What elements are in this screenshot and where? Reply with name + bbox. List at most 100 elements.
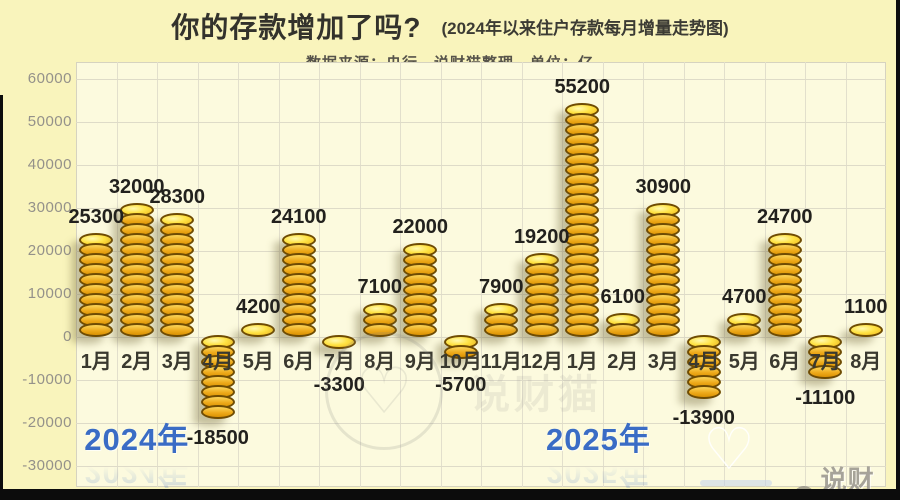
gold-coin [119, 323, 154, 337]
bar-2024-4月 [200, 335, 235, 419]
vertical-gridline [359, 62, 361, 487]
vertical-gridline [238, 62, 239, 487]
bar-2025-6月 [767, 233, 802, 337]
chart-subtitle: (2024年以来住户存款每月增量走势图) [441, 18, 729, 38]
x-axis-month-label: 9月 [404, 351, 436, 373]
gold-coin [484, 323, 519, 337]
x-axis-month-label: 4月 [688, 351, 720, 373]
value-label: 22000 [392, 216, 449, 238]
x-axis-month-label: 6月 [283, 351, 315, 373]
vertical-gridline [845, 62, 847, 487]
bar-2025-3月 [646, 203, 681, 337]
gold-coin [767, 323, 802, 337]
y-axis-tick-label: -30000 [22, 457, 72, 474]
bar-2024-9月 [403, 243, 438, 337]
gold-coin [686, 385, 721, 399]
bar-2024-5月 [241, 323, 276, 337]
year-label: 2025年 [545, 422, 651, 457]
x-axis-month-label: 7月 [323, 351, 355, 373]
bar-2024-2月 [119, 203, 154, 337]
year-annotation-2025年: 2025年 2025年 [545, 422, 651, 490]
value-label: -5700 [435, 374, 487, 396]
gold-coin [241, 323, 276, 337]
bar-2024-8月 [362, 303, 397, 337]
bar-2025-4月 [686, 335, 721, 399]
gold-coin [605, 323, 640, 337]
bar-2024-12月 [524, 253, 559, 337]
gold-coin [403, 323, 438, 337]
vertical-gridline [116, 62, 118, 487]
x-axis-month-label: 12月 [520, 351, 563, 373]
bar-2025-5月 [727, 313, 762, 337]
vertical-gridline [157, 62, 158, 487]
bar-2025-2月 [605, 313, 640, 337]
y-axis-tick-label: 20000 [27, 242, 72, 259]
bar-2024-1月 [79, 233, 114, 337]
letterbox-bottom [0, 489, 900, 500]
value-label: 55200 [554, 76, 611, 98]
vertical-gridline [602, 62, 604, 487]
value-label: 24100 [270, 206, 327, 228]
letterbox-left [0, 95, 3, 500]
vertical-gridline [724, 62, 725, 487]
bar-2025-1月 [565, 103, 600, 337]
page-title: 你的存款增加了吗? [171, 12, 422, 43]
horizontal-gridline [76, 423, 886, 424]
y-axis-tick-label: -10000 [22, 371, 72, 388]
bar-2024-3月 [160, 213, 195, 337]
value-label: -13900 [672, 407, 735, 429]
value-label: 19200 [513, 226, 570, 248]
value-label: 28300 [149, 186, 206, 208]
bar-2025-7月 [808, 335, 843, 379]
x-axis-month-label: 10月 [439, 351, 482, 373]
value-label: -11100 [795, 387, 856, 409]
horizontal-gridline [76, 251, 886, 252]
year-label-reflection: 2024年 [84, 455, 190, 490]
x-axis-month-label: 11月 [480, 351, 522, 373]
gold-coin [281, 323, 316, 337]
horizontal-gridline [76, 165, 886, 166]
x-axis-month-label: 2月 [607, 351, 639, 373]
horizontal-gridline [76, 466, 886, 467]
value-label: 30900 [635, 176, 692, 198]
x-axis-month-label: 8月 [364, 351, 396, 373]
value-label: -18500 [186, 427, 249, 449]
horizontal-gridline [76, 122, 886, 123]
value-label: 7100 [357, 276, 403, 298]
x-axis-month-label: 3月 [647, 351, 679, 373]
vertical-gridline [643, 62, 644, 487]
x-axis-month-label: 3月 [161, 351, 193, 373]
gold-coin [808, 365, 843, 379]
gold-coin [565, 323, 600, 337]
value-label: 4700 [722, 286, 767, 308]
bar-2024-11月 [484, 303, 519, 337]
gold-coin [362, 323, 397, 337]
x-axis-month-label: 6月 [769, 351, 801, 373]
horizontal-gridline [76, 208, 886, 209]
x-axis-month-label: 8月 [850, 351, 882, 373]
bar-2024-6月 [281, 233, 316, 337]
horizontal-gridline [76, 337, 886, 338]
horizontal-gridline [76, 79, 886, 80]
horizontal-gridline [76, 380, 886, 381]
y-axis-tick-label: -20000 [22, 414, 72, 431]
year-label-reflection: 2025年 [545, 455, 651, 490]
value-label: 4200 [236, 296, 281, 318]
letterbox-right [896, 0, 900, 500]
gold-coin [79, 323, 114, 337]
value-label: -3300 [313, 374, 365, 396]
year-annotation-2024年: 2024年 2024年 [84, 422, 190, 490]
chart-header: 你的存款增加了吗? (2024年以来住户存款每月增量走势图) [0, 6, 900, 46]
year-label: 2024年 [84, 422, 190, 457]
gold-coin [848, 323, 883, 337]
gold-coin [160, 323, 195, 337]
x-axis-month-label: 4月 [202, 351, 234, 373]
y-axis-tick-label: 10000 [27, 285, 72, 302]
value-label: 7900 [479, 276, 524, 298]
y-axis-tick-label: 50000 [27, 113, 72, 130]
vertical-gridline [683, 62, 685, 487]
value-label: 25300 [68, 206, 125, 228]
value-label: 1100 [844, 296, 888, 318]
vertical-gridline [805, 62, 806, 487]
